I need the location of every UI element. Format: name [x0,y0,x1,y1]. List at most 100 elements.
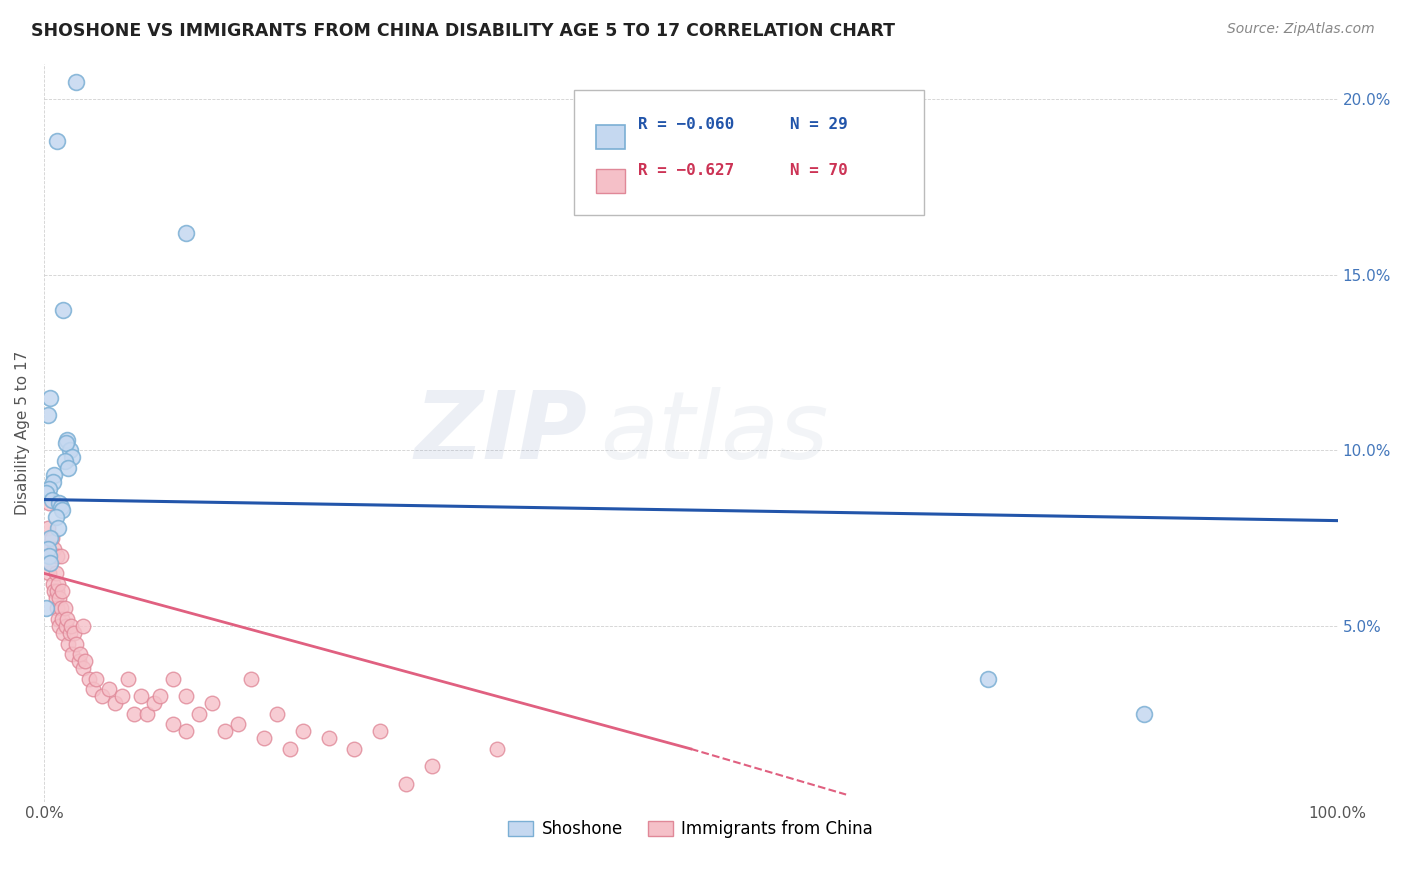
Point [41,492,63,507]
Point [1132,706,1154,721]
FancyBboxPatch shape [575,90,924,215]
Point [149,690,172,704]
Point [82,682,104,697]
Point [39,531,62,545]
Point [129,690,152,704]
Point [188,706,211,721]
Point [37,521,59,535]
Point [49,549,72,563]
Text: Source: ZipAtlas.com: Source: ZipAtlas.com [1227,22,1375,37]
Point [174,724,197,739]
Point [39,556,62,570]
FancyBboxPatch shape [596,125,624,149]
Text: SHOSHONE VS IMMIGRANTS FROM CHINA DISABILITY AGE 5 TO 17 CORRELATION CHART: SHOSHONE VS IMMIGRANTS FROM CHINA DISABI… [31,22,896,40]
Point [174,690,197,704]
Point [48,591,70,605]
Point [162,672,184,686]
Point [291,724,314,739]
Text: R = −0.627: R = −0.627 [638,163,734,178]
Point [45,601,67,615]
Point [42,577,65,591]
Point [266,706,288,721]
Point [59,443,82,458]
Legend: Shoshone, Immigrants from China: Shoshone, Immigrants from China [502,814,880,845]
Point [201,696,224,710]
Point [44,510,66,524]
Point [35,541,58,556]
Point [56,612,79,626]
FancyBboxPatch shape [596,169,624,194]
Point [56,433,79,447]
Point [84,672,107,686]
Point [67,654,90,668]
Y-axis label: Disability Age 5 to 17: Disability Age 5 to 17 [15,351,30,515]
Point [174,226,197,240]
Point [44,566,66,581]
Point [91,690,114,704]
Point [52,302,75,317]
Point [53,601,76,615]
Point [38,482,60,496]
Point [395,777,418,791]
Point [110,690,132,704]
Point [45,583,67,598]
Point [58,461,80,475]
Point [62,626,84,640]
Point [55,619,77,633]
Point [37,541,59,556]
Point [48,496,70,510]
Point [104,696,127,710]
Point [44,591,66,605]
Point [35,601,58,615]
Point [44,541,66,556]
Point [39,391,62,405]
Point [117,672,139,686]
Point [60,450,83,465]
Point [38,566,60,581]
Point [41,531,63,545]
Point [72,619,94,633]
Point [59,626,82,640]
Point [318,731,340,746]
Point [45,549,67,563]
Point [55,436,77,450]
Point [60,647,83,661]
Point [65,636,87,650]
Point [46,612,69,626]
Point [44,583,66,598]
Point [51,612,73,626]
Text: R = −0.060: R = −0.060 [638,117,734,132]
Text: atlas: atlas [600,387,828,478]
Point [48,619,70,633]
Point [44,467,66,482]
Point [278,742,301,756]
Point [72,661,94,675]
Point [35,485,58,500]
Point [136,706,159,721]
Point [485,742,508,756]
Point [253,731,276,746]
Point [46,521,69,535]
Point [162,717,184,731]
Point [75,654,97,668]
Point [46,577,69,591]
Text: ZIP: ZIP [415,387,588,479]
Text: N = 29: N = 29 [790,117,848,132]
Point [51,503,73,517]
Point [124,706,146,721]
Point [97,682,120,697]
Point [53,454,76,468]
Point [58,636,80,650]
Point [60,619,83,633]
Point [65,75,87,89]
Point [51,583,73,598]
Point [226,717,249,731]
Point [239,672,262,686]
Point [77,672,100,686]
Point [39,556,62,570]
Point [38,549,60,563]
Point [368,724,391,739]
Point [52,626,75,640]
Point [420,759,443,773]
Point [38,496,60,510]
